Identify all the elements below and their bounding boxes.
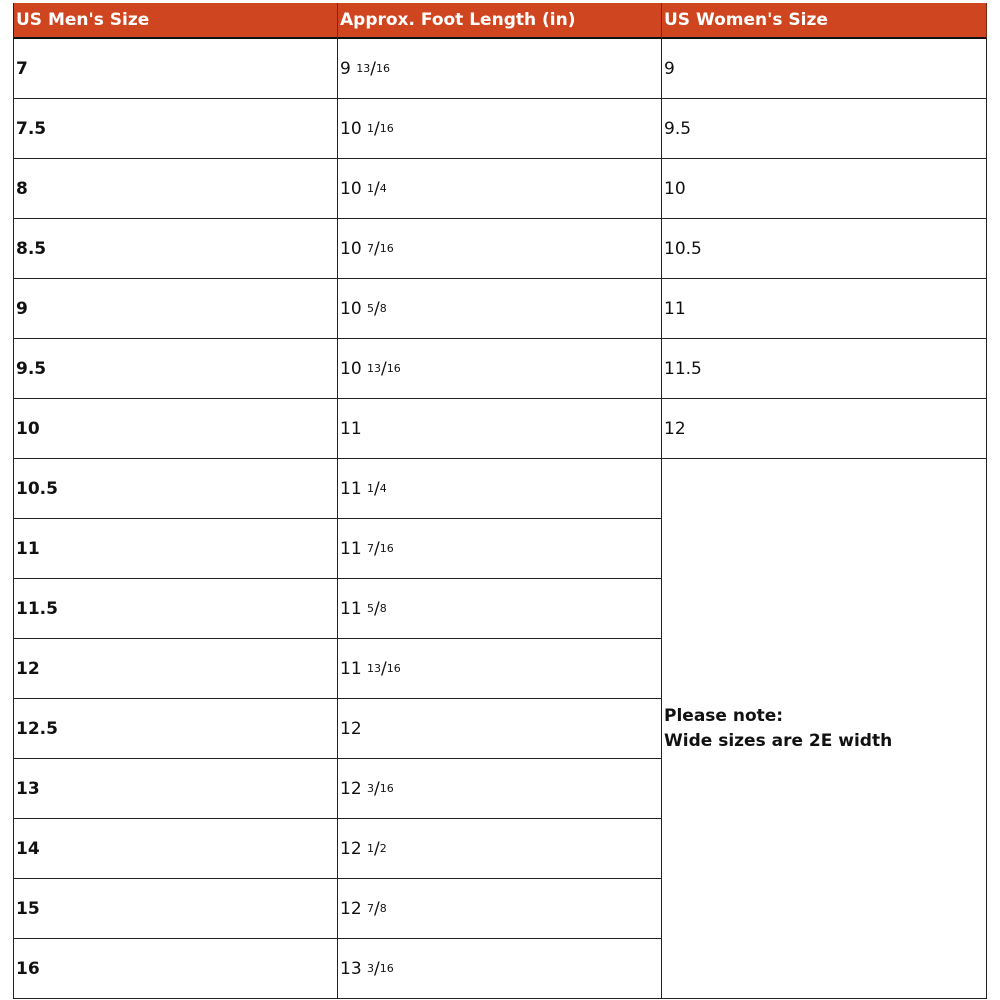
length-whole: 10 — [340, 118, 362, 139]
mens-size-cell: 12.5 — [13, 699, 338, 759]
fraction-slash: / — [374, 118, 380, 139]
foot-length-cell: 11 13/16 — [338, 639, 662, 699]
mens-size-cell: 15 — [13, 879, 338, 939]
foot-length-cell: 11 5/8 — [338, 579, 662, 639]
fraction-slash: / — [374, 178, 380, 199]
fraction-slash: / — [374, 898, 380, 919]
fraction-slash: / — [370, 58, 376, 79]
header-womens-size: US Women's Size — [662, 3, 987, 39]
foot-length-cell: 13 3/16 — [338, 939, 662, 999]
fraction-slash: / — [374, 838, 380, 859]
length-whole: 12 — [340, 778, 362, 799]
foot-length-cell: 10 7/16 — [338, 219, 662, 279]
mens-size-cell: 7 — [13, 39, 338, 99]
length-whole: 11 — [340, 658, 362, 679]
womens-size-cell: 12 — [662, 399, 987, 459]
womens-size-cell: 10.5 — [662, 219, 987, 279]
foot-length-cell: 10 1/16 — [338, 99, 662, 159]
foot-length-cell: 10 1/4 — [338, 159, 662, 219]
mens-size-cell: 11.5 — [13, 579, 338, 639]
fraction-slash: / — [374, 958, 380, 979]
foot-length-cell: 12 7/8 — [338, 879, 662, 939]
foot-length-cell: 12 1/2 — [338, 819, 662, 879]
length-whole: 13 — [340, 958, 362, 979]
mens-size-cell: 11 — [13, 519, 338, 579]
mens-size-cell: 10.5 — [13, 459, 338, 519]
fraction-slash: / — [374, 478, 380, 499]
womens-size-cell: 9.5 — [662, 99, 987, 159]
fraction-slash: / — [374, 598, 380, 619]
foot-length-cell: 12 — [338, 699, 662, 759]
mens-size-cell: 7.5 — [13, 99, 338, 159]
fraction-slash: / — [374, 238, 380, 259]
size-chart-table: US Men's Size Approx. Foot Length (in) U… — [13, 3, 987, 999]
foot-length-cell: 11 — [338, 399, 662, 459]
foot-length-cell: 10 5/8 — [338, 279, 662, 339]
mens-size-cell: 8 — [13, 159, 338, 219]
length-whole: 10 — [340, 298, 362, 319]
length-whole: 12 — [340, 898, 362, 919]
length-whole: 11 — [340, 538, 362, 559]
fraction-slash: / — [374, 298, 380, 319]
length-whole: 10 — [340, 178, 362, 199]
fraction-slash: / — [374, 778, 380, 799]
header-foot-length: Approx. Foot Length (in) — [338, 3, 662, 39]
length-whole: 12 — [340, 718, 362, 739]
mens-size-cell: 9 — [13, 279, 338, 339]
fraction-slash: / — [381, 358, 387, 379]
mens-size-cell: 16 — [13, 939, 338, 999]
note-line2: Wide sizes are 2E width — [664, 730, 893, 751]
womens-size-cell: 11.5 — [662, 339, 987, 399]
womens-size-cell: 11 — [662, 279, 987, 339]
fraction-slash: / — [374, 538, 380, 559]
womens-size-cell: 9 — [662, 39, 987, 99]
wide-size-note: Please note: Wide sizes are 2E width — [662, 459, 987, 999]
length-whole: 11 — [340, 478, 362, 499]
womens-size-cell: 10 — [662, 159, 987, 219]
length-whole: 11 — [340, 598, 362, 619]
foot-length-cell: 9 13/16 — [338, 39, 662, 99]
header-mens-size: US Men's Size — [13, 3, 338, 39]
mens-size-cell: 10 — [13, 399, 338, 459]
foot-length-cell: 11 7/16 — [338, 519, 662, 579]
fraction-slash: / — [381, 658, 387, 679]
mens-size-cell: 12 — [13, 639, 338, 699]
mens-size-cell: 9.5 — [13, 339, 338, 399]
foot-length-cell: 12 3/16 — [338, 759, 662, 819]
mens-size-cell: 14 — [13, 819, 338, 879]
length-whole: 12 — [340, 838, 362, 859]
mens-size-cell: 13 — [13, 759, 338, 819]
note-line1: Please note: — [664, 705, 784, 726]
length-whole: 11 — [340, 418, 362, 439]
foot-length-cell: 10 13/16 — [338, 339, 662, 399]
length-whole: 10 — [340, 358, 362, 379]
length-whole: 10 — [340, 238, 362, 259]
foot-length-cell: 11 1/4 — [338, 459, 662, 519]
mens-size-cell: 8.5 — [13, 219, 338, 279]
length-whole: 9 — [340, 58, 351, 79]
